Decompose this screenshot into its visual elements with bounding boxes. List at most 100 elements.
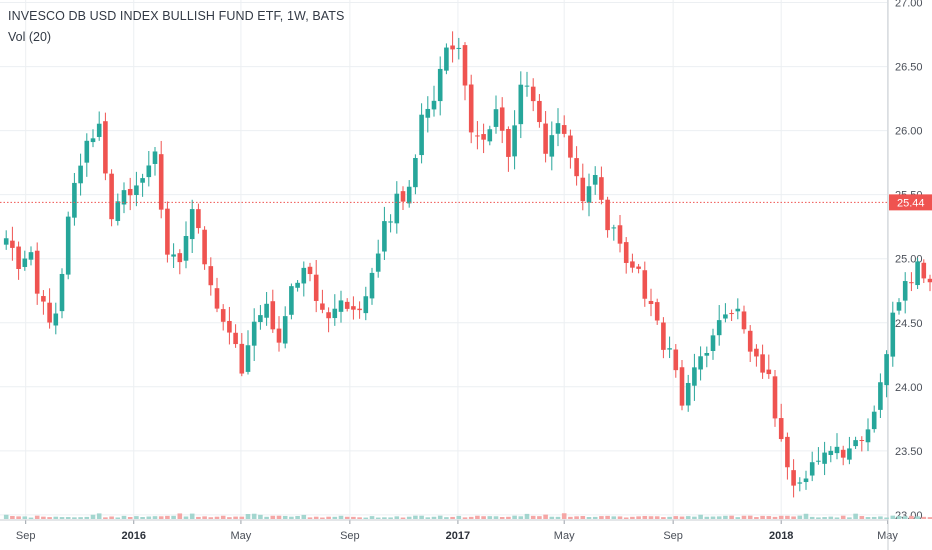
volume-bar [617,516,623,519]
candle-body [258,315,263,323]
volume-bar [363,517,369,519]
volume-bar [685,516,691,519]
candle-body [103,121,108,174]
volume-bar [140,517,145,519]
candle-body [450,45,455,50]
volume-bar [716,516,722,519]
candle-body [673,349,679,371]
candle-body [78,165,83,184]
volume-bar [146,516,152,519]
volume-bar [568,516,573,519]
x-tick-label: 2016 [122,530,146,542]
volume-bar [902,516,908,519]
candle-body [53,313,59,326]
candle-body [871,411,877,430]
volume-bar [772,516,778,519]
candle-body [220,309,226,322]
last-price-badge [889,194,932,211]
volume-bar [96,513,102,519]
volume-bar [413,515,418,519]
volume-bar [915,516,920,519]
volume-bar [599,516,604,519]
volume-bar [580,516,586,519]
volume-bar [853,513,858,519]
volume-bar [729,515,734,519]
y-tick-label: 23.50 [895,446,923,458]
candle-body [586,186,592,203]
volume-bar [456,515,462,519]
candle-body [90,138,96,143]
volume-bar [791,516,796,519]
candle-body [313,274,319,301]
volume-bar [357,517,362,519]
volume-bar [41,516,46,519]
volume-bar [741,515,747,519]
candle-body [667,348,672,350]
volume-bar [921,516,927,519]
candle-body [357,308,362,311]
candle-body [96,123,102,137]
candle-body [778,418,784,440]
volume-bar [171,515,176,519]
volume-bar [320,517,325,519]
volume-bar [227,517,232,519]
candle-body [512,125,517,157]
volume-bar [115,517,121,519]
volume-bar [878,516,883,519]
candle-body [902,281,908,301]
volume-bar [16,516,21,519]
volume-bar [72,517,77,519]
y-tick-label: 24.00 [895,382,923,394]
volume-bar [276,515,282,519]
candle-body [561,125,567,134]
candle-body [413,158,418,188]
candle-body [134,185,139,196]
volume-bar [189,513,195,519]
candle-body [760,354,765,373]
volume-bar [698,514,703,519]
candle-body [791,470,796,486]
candle-body [654,302,660,321]
volume-bar [295,515,300,519]
volume-bar [840,515,846,519]
volume-bar [760,515,765,519]
candle-body [555,123,561,134]
volume-bar [661,517,666,519]
candle-body [487,129,493,142]
candle-body [127,188,133,196]
candle-body [803,478,809,483]
volume-bar [493,516,499,519]
candle-body [121,190,127,205]
candle-body [326,312,331,319]
volume-bar [258,514,263,519]
candle-body [140,178,145,183]
volume-bar [512,515,517,519]
volume-bar [264,516,269,519]
volume-bar [747,515,753,519]
volume-bar [543,514,548,519]
volume-bar [623,517,629,519]
candle-body [307,266,313,275]
volume-bar [307,517,313,519]
volume-bar [530,515,536,519]
candle-body [481,134,486,140]
volume-indicator-label: Vol (20) [8,30,52,44]
candle-body [524,85,530,87]
volume-bar [499,517,505,519]
y-tick-label: 26.00 [895,126,923,138]
volume-bar [778,515,784,519]
volume-bar [103,517,108,519]
candle-body [84,140,90,163]
volume-bar [549,516,555,519]
volume-bar [406,516,412,519]
volume-bar [208,517,214,519]
candle-body [878,382,883,410]
candle-body [816,460,821,462]
volume-bar [158,516,164,519]
volume-bar [444,517,449,519]
volume-bar [667,516,672,519]
volume-bar [239,516,245,519]
volume-bar [468,516,474,519]
candle-body [661,322,666,350]
